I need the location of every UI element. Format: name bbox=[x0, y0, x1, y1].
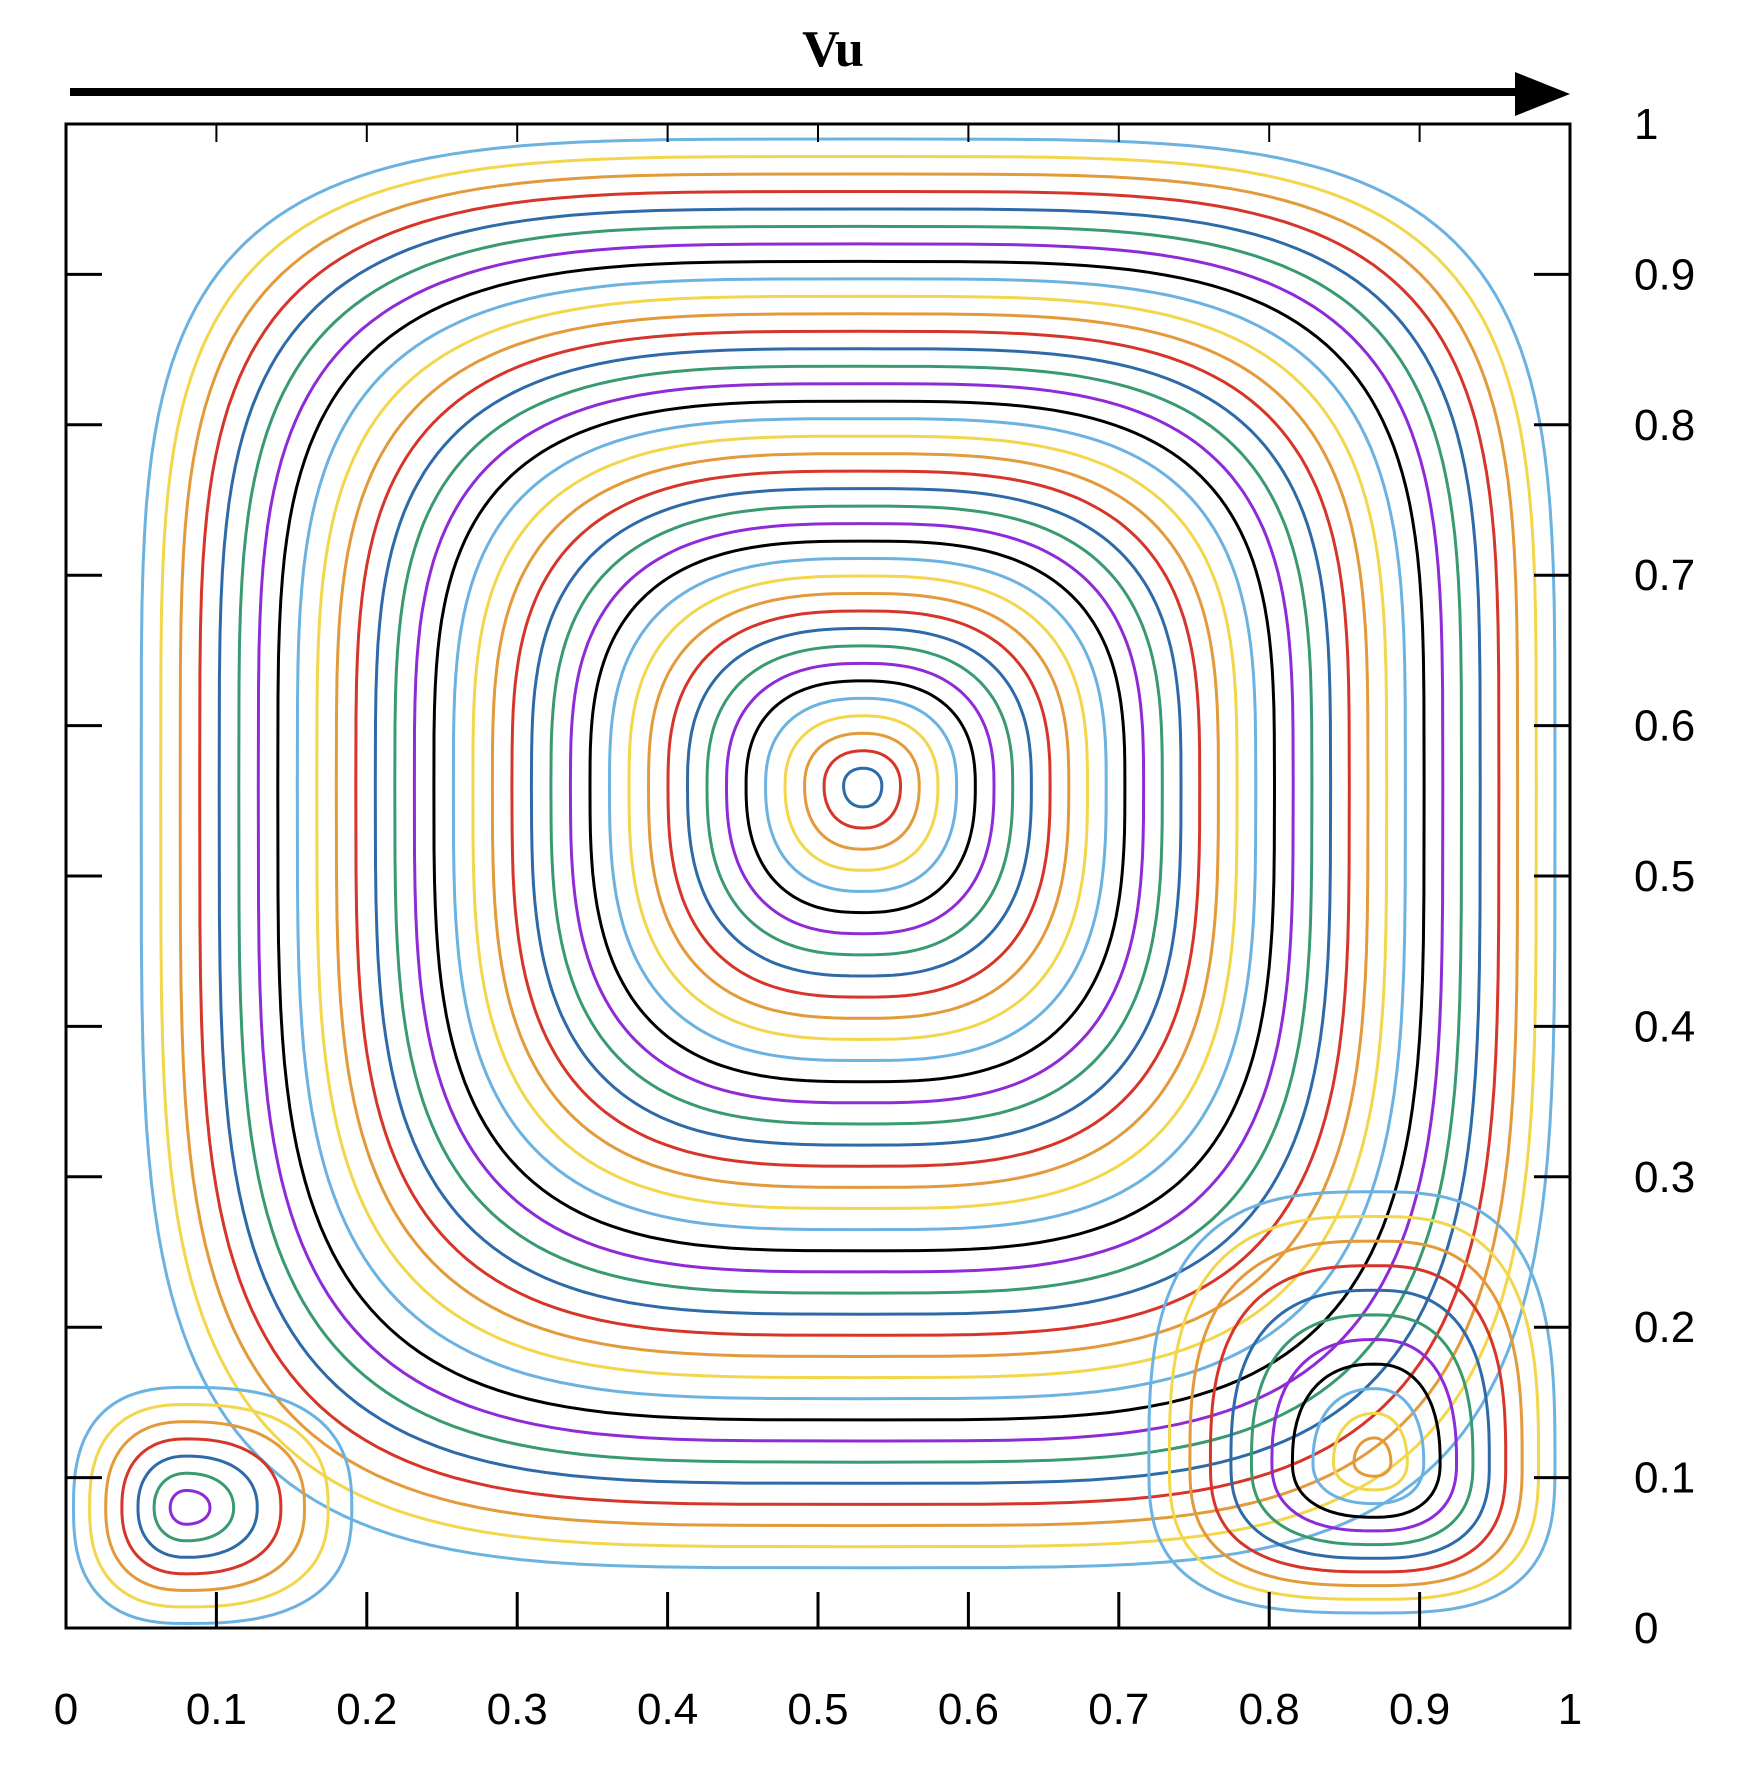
bottom-right-streamline-5 bbox=[1229, 1288, 1491, 1560]
primary-streamline-29 bbox=[685, 626, 1033, 978]
primary-streamline-17 bbox=[451, 417, 1258, 1232]
x-axis-tick-labels: 0 0.1 0.2 0.3 0.4 0.5 0.6 0.7 0.8 0.9 1 bbox=[54, 1685, 1582, 1734]
x-tick-label: 0.8 bbox=[1239, 1685, 1300, 1734]
primary-streamline-26 bbox=[627, 574, 1090, 1041]
x-tick-label: 0.3 bbox=[487, 1685, 548, 1734]
x-tick-label: 0.2 bbox=[336, 1685, 397, 1734]
primary-streamline-36 bbox=[822, 749, 902, 830]
bottom-left-streamline-3 bbox=[104, 1420, 307, 1592]
bottom-right-vortex-streamlines bbox=[1147, 1190, 1557, 1615]
y-tick-label: 1 bbox=[1634, 100, 1658, 149]
primary-streamline-27 bbox=[646, 591, 1071, 1020]
y-tick-label: 0.1 bbox=[1634, 1454, 1695, 1503]
primary-streamline-20 bbox=[510, 469, 1202, 1168]
primary-streamline-32 bbox=[744, 679, 977, 915]
primary-streamline-5 bbox=[217, 207, 1482, 1485]
primary-streamline-16 bbox=[432, 399, 1277, 1253]
primary-streamline-7 bbox=[256, 242, 1445, 1443]
primary-streamline-24 bbox=[588, 539, 1127, 1084]
bottom-left-streamline-2 bbox=[88, 1402, 330, 1609]
primary-streamline-18 bbox=[471, 434, 1239, 1211]
bottom-right-streamline-6 bbox=[1249, 1313, 1475, 1547]
primary-streamline-14 bbox=[393, 364, 1314, 1295]
bottom-right-streamline-9 bbox=[1311, 1387, 1426, 1506]
y-tick-label: 0.5 bbox=[1634, 852, 1695, 901]
x-tick-label: 1 bbox=[1558, 1685, 1582, 1734]
y-tick-label: 0.9 bbox=[1634, 250, 1695, 299]
x-tick-label: 0.7 bbox=[1088, 1685, 1149, 1734]
bottom-left-vortex-streamlines bbox=[71, 1385, 354, 1626]
y-tick-label: 0.8 bbox=[1634, 401, 1695, 450]
primary-streamline-33 bbox=[764, 696, 959, 893]
primary-streamline-35 bbox=[803, 731, 921, 851]
y-tick-label: 0.6 bbox=[1634, 702, 1695, 751]
bottom-left-streamline-7 bbox=[168, 1489, 212, 1526]
bottom-right-streamline-4 bbox=[1208, 1264, 1508, 1574]
primary-streamline-2 bbox=[159, 154, 1538, 1549]
primary-streamline-12 bbox=[354, 329, 1351, 1337]
y-axis-tick-labels: 0 0.1 0.2 0.3 0.4 0.5 0.6 0.7 0.8 0.9 1 bbox=[1634, 100, 1695, 1653]
bottom-left-streamline-1 bbox=[71, 1385, 354, 1626]
primary-streamline-25 bbox=[607, 556, 1108, 1063]
primary-streamline-19 bbox=[490, 452, 1220, 1189]
bottom-left-streamline-5 bbox=[136, 1454, 259, 1559]
bottom-right-streamline-7 bbox=[1270, 1337, 1458, 1533]
x-tick-label: 0 bbox=[54, 1685, 78, 1734]
primary-streamline-15 bbox=[412, 382, 1295, 1274]
lid-velocity-arrow bbox=[70, 72, 1570, 116]
primary-streamline-21 bbox=[529, 487, 1183, 1147]
y-tick-label: 0.7 bbox=[1634, 551, 1695, 600]
primary-streamline-23 bbox=[568, 522, 1146, 1105]
primary-streamline-34 bbox=[783, 714, 940, 872]
lid-velocity-label: Vu bbox=[802, 21, 864, 78]
y-tick-label: 0.4 bbox=[1634, 1002, 1695, 1051]
primary-streamline-9 bbox=[295, 277, 1407, 1401]
bottom-right-streamline-3 bbox=[1188, 1239, 1524, 1588]
x-tick-label: 0.6 bbox=[938, 1685, 999, 1734]
primary-vortex-streamlines bbox=[139, 137, 1557, 1570]
primary-streamline-6 bbox=[237, 224, 1464, 1464]
bottom-right-streamline-11 bbox=[1352, 1436, 1393, 1478]
primary-streamline-10 bbox=[315, 294, 1389, 1380]
x-tick-label: 0.1 bbox=[186, 1685, 247, 1734]
x-tick-label: 0.4 bbox=[637, 1685, 698, 1734]
primary-streamline-28 bbox=[666, 609, 1052, 999]
bottom-right-streamline-8 bbox=[1290, 1362, 1442, 1519]
primary-streamline-37 bbox=[842, 766, 884, 809]
axis-ticks bbox=[64, 122, 1572, 1630]
bottom-left-streamline-4 bbox=[120, 1437, 283, 1576]
bottom-left-streamline-6 bbox=[152, 1471, 236, 1543]
x-tick-label: 0.9 bbox=[1389, 1685, 1450, 1734]
x-tick-label: 0.5 bbox=[787, 1685, 848, 1734]
bottom-right-streamline-2 bbox=[1167, 1214, 1541, 1601]
primary-streamline-30 bbox=[705, 644, 1015, 957]
primary-streamline-31 bbox=[724, 661, 996, 936]
bottom-right-streamline-1 bbox=[1147, 1190, 1557, 1615]
primary-streamline-1 bbox=[139, 137, 1557, 1570]
primary-streamline-11 bbox=[334, 312, 1370, 1359]
y-tick-label: 0.2 bbox=[1634, 1303, 1695, 1352]
primary-streamline-8 bbox=[276, 259, 1426, 1422]
primary-streamline-3 bbox=[178, 172, 1520, 1528]
y-tick-label: 0.3 bbox=[1634, 1153, 1695, 1202]
primary-streamline-22 bbox=[549, 504, 1164, 1126]
y-tick-label: 0 bbox=[1634, 1604, 1658, 1653]
bottom-right-streamline-10 bbox=[1332, 1411, 1409, 1492]
